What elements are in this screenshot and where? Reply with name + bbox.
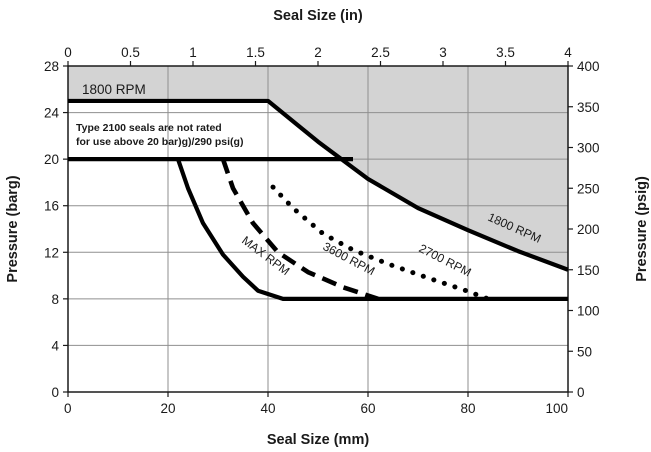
x-bottom-tick-label: 80 xyxy=(460,401,475,416)
x-top-tick-label: 2 xyxy=(314,45,322,60)
x-top-tick-label: 1 xyxy=(189,45,197,60)
y-right-tick-label: 300 xyxy=(577,141,600,156)
series-line-max-rpm xyxy=(176,158,568,301)
y-left-ticks: 0 4 8 12 16 20 24 28 xyxy=(44,59,68,400)
y-right-tick-label: 200 xyxy=(577,222,600,237)
y-left-tick-label: 4 xyxy=(51,338,59,353)
y-right-axis-title: Pressure (psig) xyxy=(634,176,650,282)
y-left-axis-title: Pressure (barg) xyxy=(5,175,21,282)
series-line-1800-rpm xyxy=(68,98,569,272)
y-left-tick-label: 0 xyxy=(51,385,59,400)
x-bottom-axis-title: Seal Size (mm) xyxy=(267,432,370,448)
x-top-tick-label: 0 xyxy=(64,45,72,60)
y-right-tick-label: 250 xyxy=(577,181,600,196)
x-bottom-tick-label: 100 xyxy=(545,401,568,416)
x-bottom-tick-label: 40 xyxy=(260,401,275,416)
y-right-tick-label: 0 xyxy=(577,385,585,400)
x-bottom-tick-label: 20 xyxy=(160,401,175,416)
label-3600-rpm-curve: 3600 RPM xyxy=(321,239,378,278)
x-bottom-tick-label: 0 xyxy=(64,401,72,416)
x-top-tick-label: 2.5 xyxy=(371,45,390,60)
x-top-tick-label: 4 xyxy=(564,45,572,60)
x-top-axis-title: Seal Size (in) xyxy=(273,8,363,24)
y-left-tick-label: 16 xyxy=(44,199,59,214)
y-left-tick-label: 24 xyxy=(44,106,60,121)
series-lines xyxy=(68,98,569,302)
x-top-tick-label: 1.5 xyxy=(246,45,265,60)
label-2700-rpm-curve: 2700 RPM xyxy=(417,241,474,279)
y-right-tick-label: 150 xyxy=(577,263,600,278)
y-right-tick-label: 350 xyxy=(577,100,600,115)
x-bottom-tick-label: 60 xyxy=(360,401,375,416)
y-left-tick-label: 20 xyxy=(44,152,59,167)
x-bottom-ticks: 0 20 40 60 80 100 xyxy=(64,392,569,416)
y-right-ticks: 0 50 100 150 200 250 300 350 400 xyxy=(568,59,600,400)
y-right-tick-label: 100 xyxy=(577,304,600,319)
series-line-2700-rpm xyxy=(270,184,491,302)
label-1800-rpm-top-left: 1800 RPM xyxy=(82,82,146,97)
y-right-tick-label: 400 xyxy=(577,59,600,74)
y-left-tick-label: 8 xyxy=(51,292,59,307)
x-top-tick-label: 0.5 xyxy=(121,45,140,60)
series-line-3600-rpm xyxy=(220,158,379,302)
x-top-ticks: 0 0.5 1 1.5 2 2.5 3 3.5 4 xyxy=(64,45,572,66)
y-left-tick-label: 28 xyxy=(44,59,59,74)
y-left-tick-label: 12 xyxy=(44,245,59,260)
not-rated-note-line1: Type 2100 seals are not rated xyxy=(76,122,222,134)
y-right-tick-label: 50 xyxy=(577,344,592,359)
x-top-tick-label: 3.5 xyxy=(496,45,515,60)
x-top-tick-label: 3 xyxy=(439,45,447,60)
not-rated-note-line2: for use above 20 bar)g)/290 psi(g) xyxy=(76,136,243,148)
